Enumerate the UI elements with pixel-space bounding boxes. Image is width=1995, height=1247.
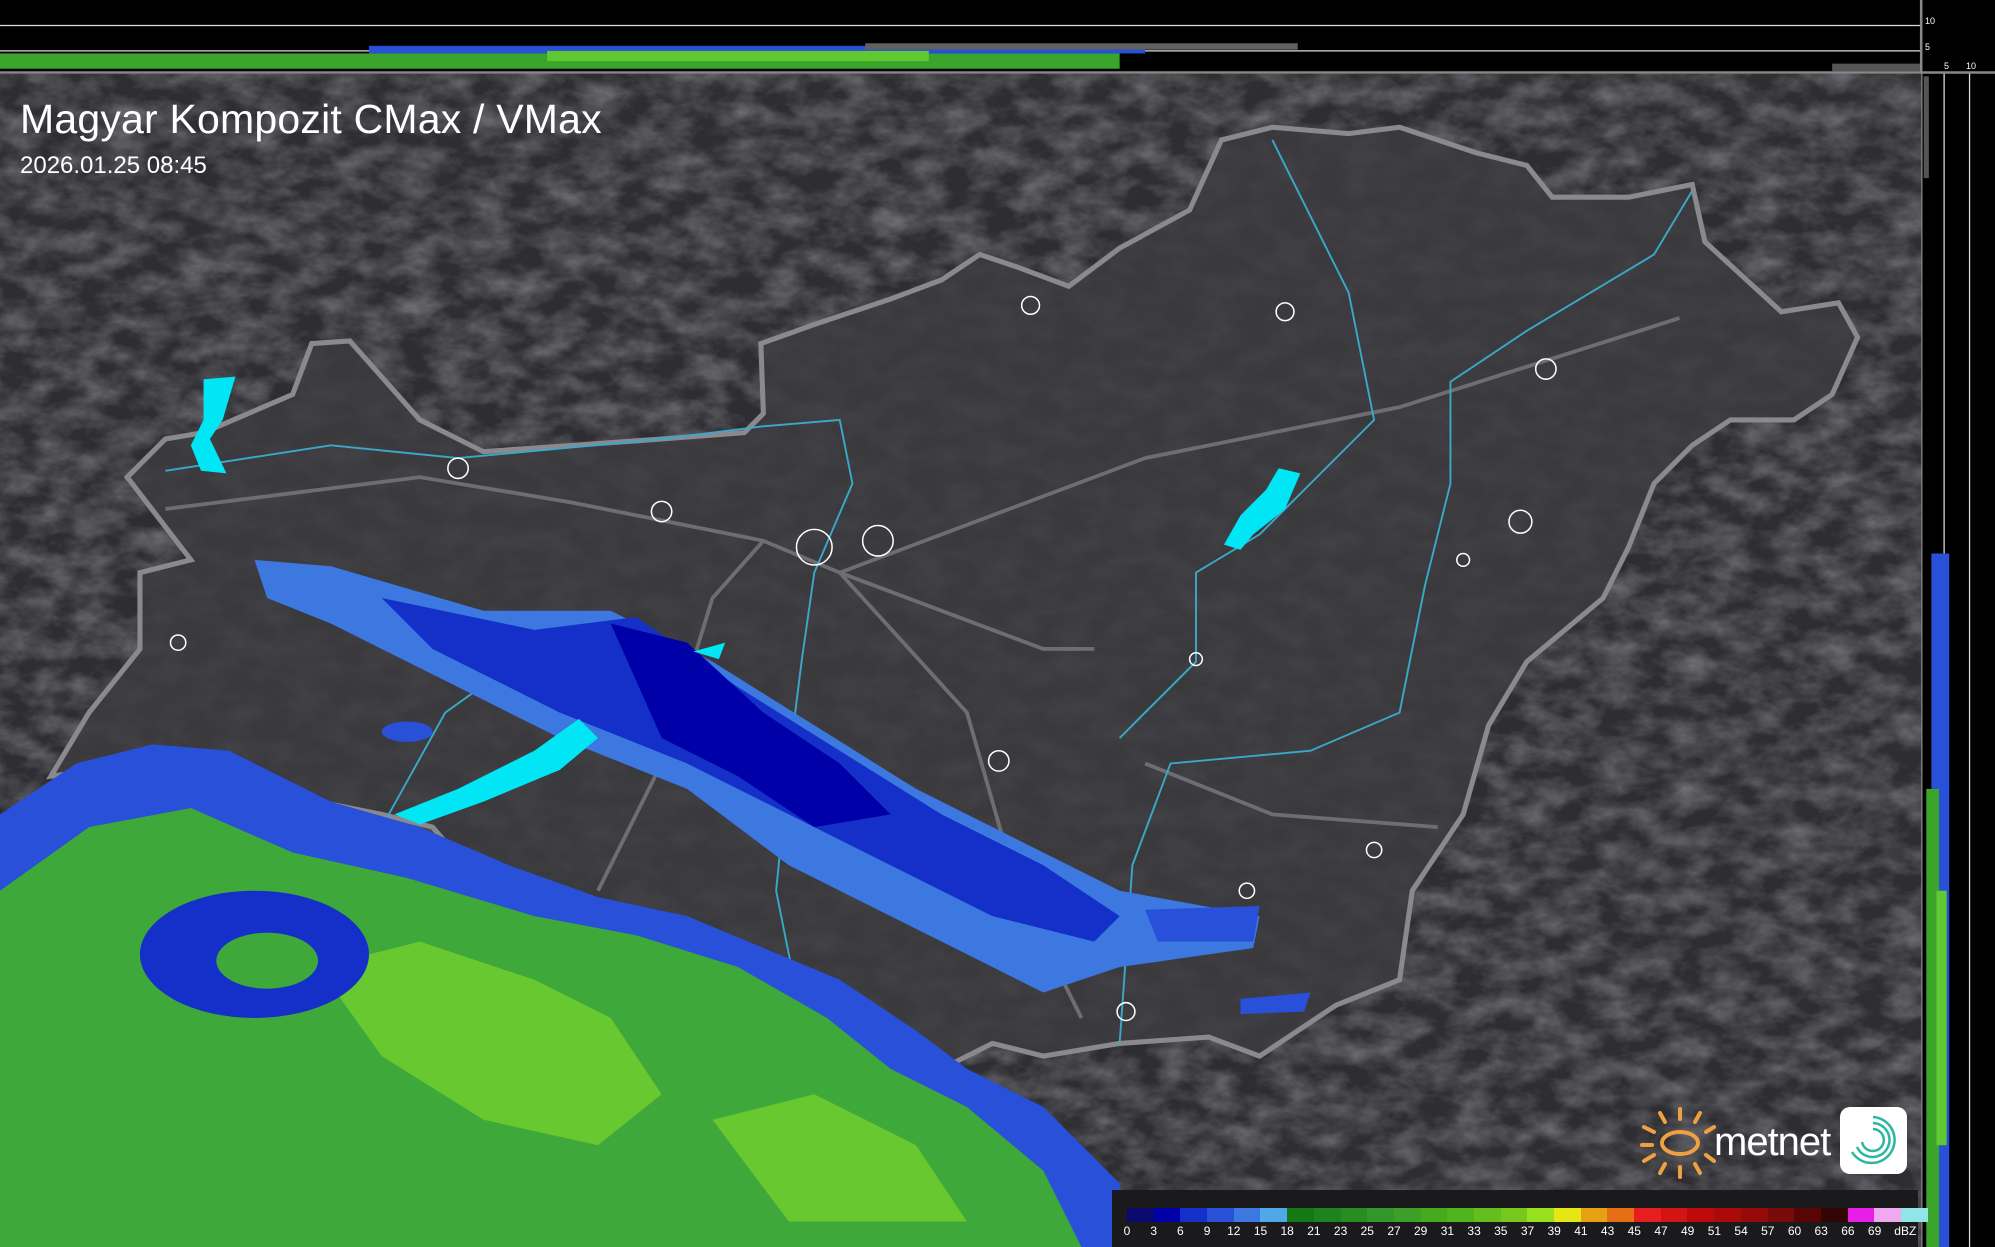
legend-label: 27: [1387, 1224, 1401, 1238]
legend-swatch: [1153, 1208, 1181, 1222]
legend-label: 35: [1494, 1224, 1508, 1238]
metnet-logo: metnet: [1638, 1105, 1831, 1179]
legend-swatch: [1500, 1208, 1528, 1222]
legend-label: 33: [1467, 1224, 1481, 1238]
legend-swatch: [1287, 1208, 1314, 1222]
legend-swatch: [1127, 1208, 1154, 1222]
dbz-legend: 0 3 6 9 12 15 18 21 23 25 27 29 31 33 35 37 39 41 43 45 47 49…: [1112, 1190, 1928, 1247]
legend-label: 29: [1414, 1224, 1428, 1238]
legend-label: 25: [1360, 1224, 1374, 1238]
legend-label: 57: [1761, 1224, 1775, 1238]
legend-swatch: [1634, 1208, 1661, 1222]
legend-label: 54: [1734, 1224, 1748, 1238]
legend-unit: dBZ: [1894, 1224, 1917, 1238]
legend-swatch: [1207, 1208, 1234, 1222]
lake-tisza: [1223, 468, 1301, 550]
legend-swatch: [1767, 1208, 1795, 1222]
legend-swatch: [1527, 1208, 1554, 1222]
legend-label: 23: [1333, 1224, 1348, 1238]
top-strip-tick-5: 5: [1925, 42, 1931, 52]
legend-label: 37: [1520, 1224, 1535, 1238]
legend-swatch: [1473, 1208, 1501, 1222]
legend-swatch: [1820, 1208, 1848, 1222]
legend-labels: 0 3 6 9 12 15 18 21 23 25 27 29 31 33 35 37 39 41 43 45 47 49…: [1112, 1224, 1918, 1242]
legend-swatch: [1874, 1208, 1901, 1222]
legend-swatch: [1794, 1208, 1821, 1222]
map-title: Magyar Kompozit CMax / VMax: [20, 96, 602, 142]
lake-balaton: [394, 718, 598, 825]
legend-swatch: [1660, 1208, 1688, 1222]
legend-label: 69: [1867, 1224, 1882, 1238]
legend-swatch: [1420, 1208, 1448, 1222]
legend-label: 49: [1681, 1224, 1695, 1238]
legend-swatch: [1900, 1208, 1928, 1222]
town-outlines: [169, 295, 1557, 1022]
top-strip-tick-10: 10: [1925, 16, 1936, 26]
legend-label: 6: [1177, 1224, 1184, 1238]
legend-label: 31: [1440, 1224, 1455, 1238]
legend-label: 43: [1600, 1224, 1615, 1238]
legend-label: 9: [1203, 1224, 1211, 1238]
radar-echoes: [0, 559, 1311, 1247]
sun-icon: [1640, 1107, 1716, 1179]
app-icon: [1840, 1107, 1907, 1174]
legend-label: 15: [1253, 1224, 1268, 1238]
legend-swatch: [1847, 1208, 1875, 1222]
legend-color-bar: [1127, 1208, 1928, 1222]
legend-swatch: [1687, 1208, 1715, 1222]
legend-swatch: [1554, 1208, 1581, 1222]
legend-label: 51: [1707, 1224, 1722, 1238]
legend-swatch: [1340, 1208, 1368, 1222]
legend-label: 12: [1227, 1224, 1241, 1238]
legend-label: 18: [1280, 1224, 1294, 1238]
legend-label: 3: [1150, 1224, 1158, 1238]
legend-label: 66: [1841, 1224, 1855, 1238]
legend-swatch: [1233, 1208, 1261, 1222]
legend-swatch: [1607, 1208, 1635, 1222]
legend-label: 45: [1627, 1224, 1641, 1238]
side-strip-tick-10: 10: [1966, 61, 1977, 71]
legend-label: 0: [1123, 1224, 1131, 1238]
legend-swatch: [1313, 1208, 1341, 1222]
legend-swatch: [1447, 1208, 1474, 1222]
legend-swatch: [1367, 1208, 1394, 1222]
logo-text: metnet: [1714, 1119, 1831, 1164]
legend-swatch: [1714, 1208, 1741, 1222]
legend-label: 39: [1547, 1224, 1561, 1238]
legend-label: 60: [1787, 1224, 1802, 1238]
lake-neusiedl: [190, 376, 236, 474]
map-timestamp: 2026.01.25 08:45: [20, 152, 207, 179]
legend-swatch: [1740, 1208, 1768, 1222]
legend-swatch: [1580, 1208, 1608, 1222]
legend-swatch: [1260, 1208, 1288, 1222]
legend-swatch: [1393, 1208, 1421, 1222]
lakes: [190, 376, 1301, 825]
legend-label: 47: [1654, 1224, 1668, 1238]
legend-swatch: [1180, 1208, 1208, 1222]
radar-swirl-icon: [1850, 1115, 1896, 1165]
legend-label: 63: [1814, 1224, 1828, 1238]
side-strip-tick-5: 5: [1944, 61, 1950, 71]
legend-label: 41: [1574, 1224, 1588, 1238]
legend-label: 21: [1307, 1224, 1321, 1238]
